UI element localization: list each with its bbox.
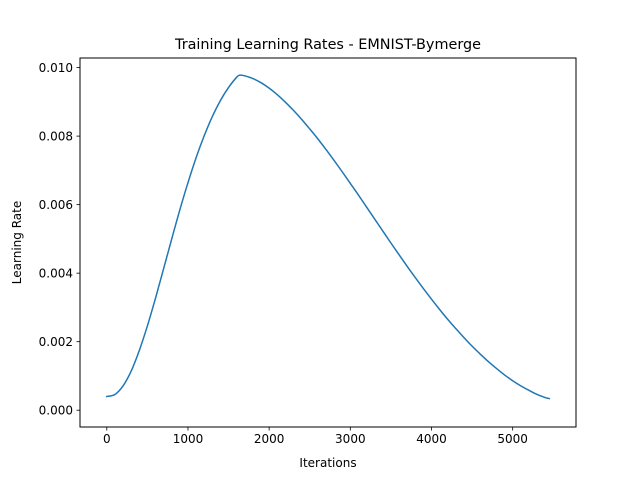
x-tick-label: 1000 <box>173 432 204 446</box>
x-tick-label: 3000 <box>335 432 366 446</box>
y-tick-label: 0.006 <box>39 198 73 212</box>
plot-area <box>105 74 551 400</box>
x-axis: 0 1000 2000 3000 4000 5000 <box>103 427 528 446</box>
x-tick-label: 0 <box>103 432 111 446</box>
x-axis-label: Iterations <box>299 456 356 470</box>
y-tick-label: 0.010 <box>39 61 73 75</box>
chart-title: Training Learning Rates - EMNIST-Bymerge <box>174 37 481 53</box>
series-line-0 <box>105 74 551 400</box>
y-axis-label: Learning Rate <box>10 201 24 284</box>
y-tick-label: 0.002 <box>39 335 73 349</box>
y-tick-label: 0.008 <box>39 129 73 143</box>
axes-frame <box>79 57 577 428</box>
x-tick-label: 4000 <box>416 432 447 446</box>
x-tick-label: 5000 <box>497 432 528 446</box>
y-tick-label: 0.000 <box>39 404 73 418</box>
y-axis: 0.000 0.002 0.004 0.006 0.008 0.010 <box>39 61 80 418</box>
y-tick-label: 0.004 <box>39 266 73 280</box>
x-tick-label: 2000 <box>254 432 285 446</box>
